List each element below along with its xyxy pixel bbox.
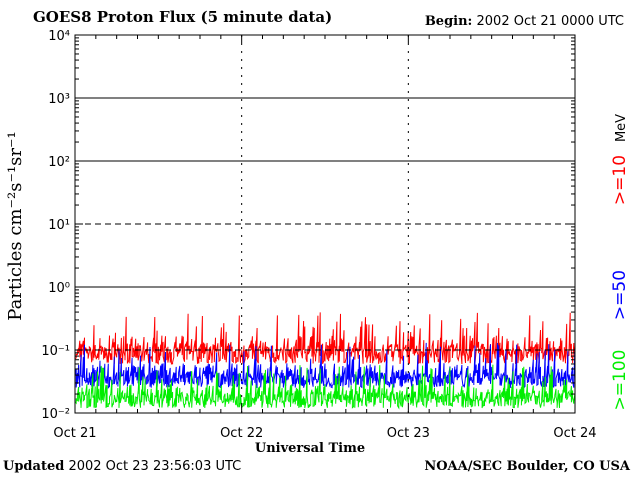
legend: >=10 >=50 >=100 MeV: [610, 114, 630, 411]
x-tick-label: Oct 21: [53, 426, 96, 441]
updated-timestamp: Updated 2002 Oct 23 23:56:03 UTC: [3, 459, 241, 474]
legend-entry-3: >=100: [610, 350, 630, 411]
y-tick-label: 10²: [48, 155, 70, 170]
x-tick-label: Oct 22: [220, 426, 263, 441]
chart-title: GOES8 Proton Flux (5 minute data): [33, 8, 333, 26]
credit-text: NOAA/SEC Boulder, CO USA: [424, 459, 630, 474]
legend-entry-2: >=50: [610, 270, 630, 320]
y-tick-label: 10¹: [48, 218, 70, 233]
legend-entry-1: >=10: [610, 155, 630, 205]
y-tick-label: 10⁻²: [41, 407, 70, 422]
y-tick-label: 10³: [48, 92, 70, 107]
series-line-2: [74, 342, 576, 390]
updated-label: Updated: [3, 459, 65, 474]
y-tick-label: 10⁻¹: [41, 344, 70, 359]
y-tick-label: 10⁴: [48, 29, 70, 44]
x-tick-label: Oct 23: [387, 426, 430, 441]
x-tick-labels: Oct 21 Oct 22 Oct 23 Oct 24: [53, 426, 596, 441]
x-tick-label: Oct 24: [553, 426, 596, 441]
x-axis-label: Universal Time: [255, 441, 365, 456]
y-tick-labels: 10⁻² 10⁻¹ 10⁰ 10¹ 10² 10³ 10⁴: [41, 29, 70, 422]
series-line-3: [74, 364, 576, 410]
series-layer: [74, 312, 576, 410]
grid-layer: [75, 35, 575, 413]
updated-value: 2002 Oct 23 23:56:03 UTC: [68, 459, 242, 474]
y-axis-label: Particles cm⁻²s⁻¹sr⁻¹: [5, 131, 26, 320]
begin-label: Begin:: [424, 14, 473, 29]
begin-timestamp: Begin: 2002 Oct 21 0000 UTC: [425, 14, 624, 29]
begin-value: 2002 Oct 21 0000 UTC: [476, 14, 625, 29]
legend-unit: MeV: [614, 114, 629, 142]
y-tick-label: 10⁰: [48, 281, 70, 296]
ticks-layer: [74, 35, 576, 414]
